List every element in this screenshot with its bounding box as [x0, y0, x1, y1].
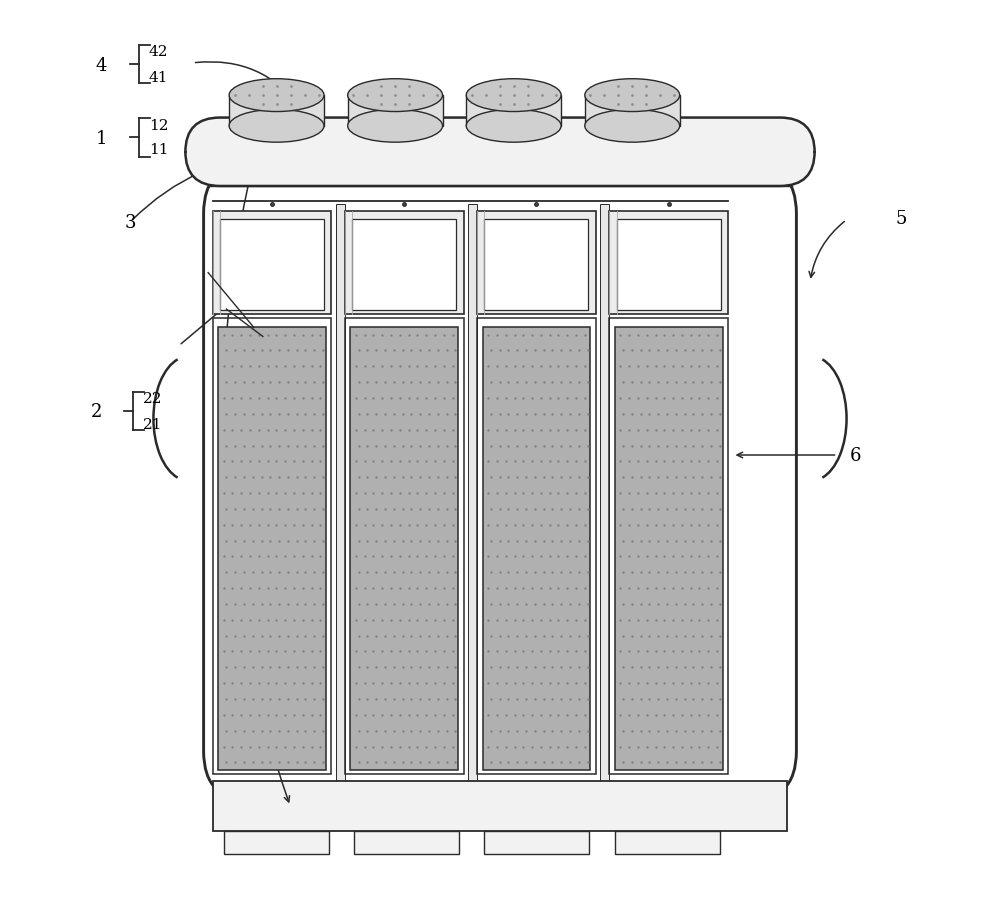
Ellipse shape — [229, 79, 324, 112]
Polygon shape — [350, 328, 458, 770]
Text: 11: 11 — [149, 143, 168, 158]
Polygon shape — [348, 96, 443, 127]
FancyBboxPatch shape — [185, 118, 815, 187]
Text: 22: 22 — [142, 392, 162, 406]
Polygon shape — [484, 831, 589, 854]
Polygon shape — [609, 212, 728, 314]
Polygon shape — [354, 831, 459, 854]
Polygon shape — [213, 212, 331, 314]
Polygon shape — [477, 212, 596, 314]
Text: 6: 6 — [850, 446, 861, 465]
Text: 5: 5 — [896, 210, 907, 228]
Polygon shape — [615, 328, 723, 770]
Text: 42: 42 — [149, 45, 168, 59]
Text: 2: 2 — [91, 403, 103, 421]
Ellipse shape — [585, 110, 680, 143]
Polygon shape — [352, 220, 456, 311]
Polygon shape — [224, 831, 329, 854]
Ellipse shape — [348, 79, 443, 112]
Ellipse shape — [229, 110, 324, 143]
Polygon shape — [336, 205, 345, 788]
Polygon shape — [229, 96, 324, 127]
Ellipse shape — [585, 79, 680, 112]
Polygon shape — [615, 831, 720, 854]
Polygon shape — [468, 205, 477, 788]
Polygon shape — [600, 205, 609, 788]
Text: 1: 1 — [96, 129, 107, 148]
Polygon shape — [585, 96, 680, 127]
Text: 3: 3 — [125, 213, 136, 231]
Text: 4: 4 — [96, 56, 107, 75]
Ellipse shape — [348, 110, 443, 143]
Polygon shape — [466, 96, 561, 127]
Polygon shape — [483, 328, 590, 770]
Text: 21: 21 — [142, 417, 162, 432]
Ellipse shape — [466, 110, 561, 143]
Ellipse shape — [466, 79, 561, 112]
Text: 41: 41 — [149, 70, 168, 85]
Polygon shape — [213, 781, 787, 831]
Polygon shape — [484, 220, 588, 311]
Polygon shape — [345, 212, 464, 314]
Polygon shape — [218, 328, 326, 770]
Polygon shape — [617, 220, 721, 311]
FancyBboxPatch shape — [204, 164, 796, 802]
Polygon shape — [220, 220, 324, 311]
Text: 12: 12 — [149, 118, 168, 133]
